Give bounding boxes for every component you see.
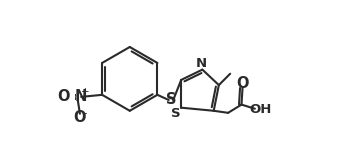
Text: +: + [81, 87, 89, 97]
Text: S: S [166, 92, 176, 107]
Text: O: O [236, 76, 249, 90]
Text: OH: OH [250, 103, 272, 116]
Text: O: O [74, 110, 86, 125]
Text: O: O [57, 89, 69, 104]
Text: S: S [171, 107, 181, 120]
Text: N: N [75, 89, 87, 104]
Text: N: N [196, 57, 207, 70]
Text: -: - [82, 107, 87, 120]
